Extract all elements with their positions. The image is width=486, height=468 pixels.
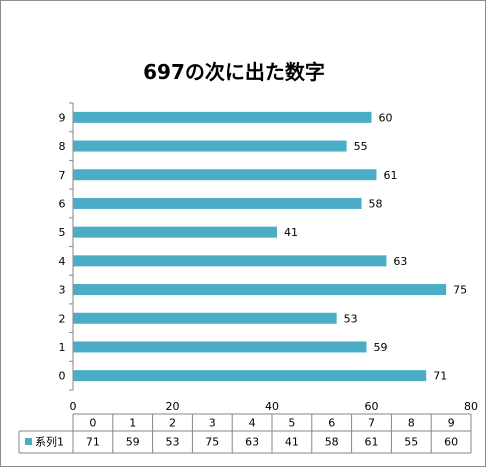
y-tick-label: 6 xyxy=(59,197,66,210)
table-header-cell: 4 xyxy=(249,417,256,430)
table-value-cell: 55 xyxy=(404,436,418,449)
data-label: 71 xyxy=(433,370,447,383)
table-value-cell: 53 xyxy=(166,436,180,449)
data-label: 61 xyxy=(383,169,397,182)
x-tick-label: 40 xyxy=(265,400,279,413)
table-value-cell: 58 xyxy=(325,436,339,449)
table-value-cell: 63 xyxy=(245,436,259,449)
table-header-cell: 8 xyxy=(408,417,415,430)
bar xyxy=(73,341,367,353)
table-value-cell: 59 xyxy=(126,436,140,449)
bar xyxy=(73,226,277,238)
table-value-cell: 71 xyxy=(86,436,100,449)
x-tick-label: 0 xyxy=(70,400,77,413)
bar xyxy=(73,312,337,324)
bar xyxy=(73,197,362,209)
plot-area: 0 71 1 59 2 53 3 75 4 63 5 41 6 58 7 61 8 55 9 60 0 20 40 60 80 xyxy=(59,102,478,413)
table-header-cell: 2 xyxy=(169,417,176,430)
data-label: 41 xyxy=(284,226,298,239)
y-tick-label: 3 xyxy=(59,284,66,297)
y-tick-label: 1 xyxy=(59,341,66,354)
x-tick-label: 80 xyxy=(464,400,478,413)
table-header-cell: 0 xyxy=(89,417,96,430)
data-label: 55 xyxy=(354,140,368,153)
table-value-cell: 75 xyxy=(205,436,219,449)
x-tick-label: 20 xyxy=(166,400,180,413)
table-value-cell: 61 xyxy=(365,436,379,449)
series-name: 系列1 xyxy=(35,435,64,449)
table-header-cell: 5 xyxy=(288,417,295,430)
data-label: 60 xyxy=(379,111,393,124)
y-tick-label: 0 xyxy=(59,370,66,383)
table-header-cell: 9 xyxy=(448,417,455,430)
data-label: 58 xyxy=(369,197,383,210)
data-label: 59 xyxy=(374,341,388,354)
data-table: 0 1 2 3 4 5 6 7 8 9 系列1 71 59 53 75 63 41 58 61 55 60 xyxy=(18,413,472,454)
chart-title: 697の次に出た数字 xyxy=(143,60,325,84)
bar xyxy=(73,370,427,382)
y-tick-label: 8 xyxy=(59,140,66,153)
data-label: 75 xyxy=(453,284,467,297)
y-tick-label: 2 xyxy=(59,312,66,325)
legend-key xyxy=(25,438,32,445)
table-header-cell: 3 xyxy=(209,417,216,430)
table-value-cell: 60 xyxy=(444,436,458,449)
y-tick-label: 4 xyxy=(59,255,66,268)
bar xyxy=(73,255,387,267)
table-header-cell: 1 xyxy=(129,417,136,430)
bar xyxy=(73,284,447,296)
table-header-cell: 6 xyxy=(328,417,335,430)
y-tick-label: 5 xyxy=(59,226,66,239)
bar xyxy=(73,140,347,152)
table-value-cell: 41 xyxy=(285,436,299,449)
table-header-cell: 7 xyxy=(368,417,375,430)
y-tick-label: 9 xyxy=(59,111,66,124)
data-label: 53 xyxy=(344,312,358,325)
bar xyxy=(73,169,377,181)
data-label: 63 xyxy=(393,255,407,268)
y-tick-label: 7 xyxy=(59,169,66,182)
bar xyxy=(73,111,372,123)
x-tick-label: 60 xyxy=(365,400,379,413)
